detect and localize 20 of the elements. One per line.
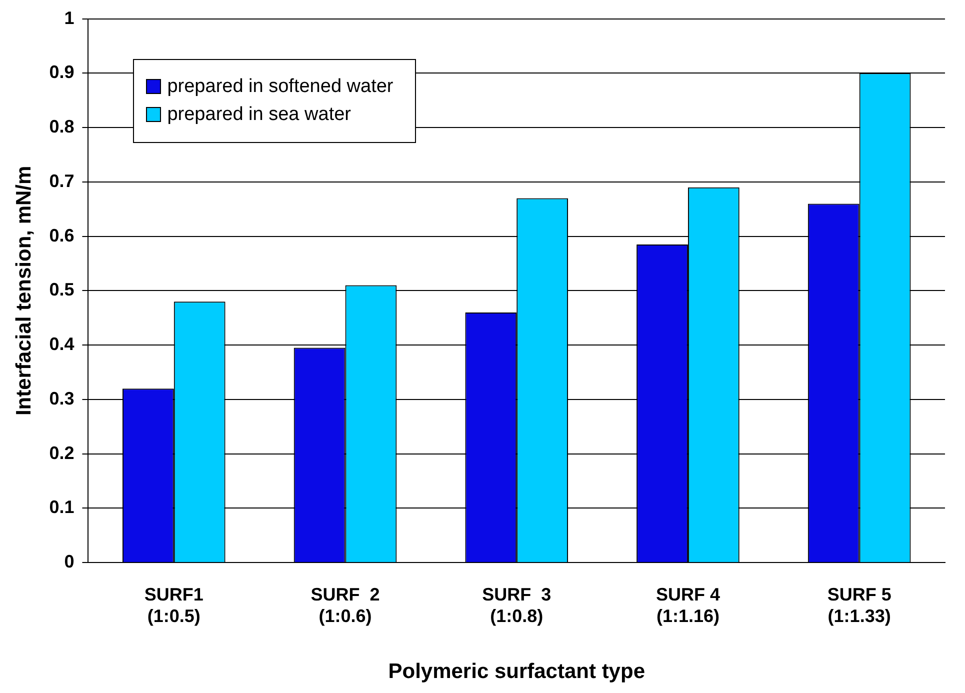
y-axis-title: Interfacial tension, mN/m (12, 166, 36, 416)
y-tick-label: 0.6 (49, 225, 74, 246)
x-axis-title: Polymeric surfactant type (388, 660, 645, 684)
y-tick-label: 0.1 (49, 497, 74, 518)
y-tick-label: 0 (64, 552, 74, 572)
y-tick-label: 0.5 (49, 280, 74, 300)
legend-label: prepared in sea water (167, 104, 351, 126)
x-tick-label: SURF 4 (1:1.16) (656, 584, 720, 626)
y-tick-label: 0.8 (49, 116, 74, 137)
y-tick-label: 0.2 (49, 442, 74, 463)
y-tick-label: 0.3 (49, 388, 74, 408)
y-tick-label: 0.4 (49, 334, 74, 354)
x-tick-label: SURF 2 (1:0.6) (310, 584, 380, 626)
y-tick-label: 0.7 (49, 170, 74, 191)
x-tick-label: SURF 3 (1:0.8) (482, 584, 552, 626)
x-tick-label: SURF 5 (1:1.33) (827, 584, 892, 626)
y-tick-label: 0.9 (49, 62, 74, 82)
y-tick-label: 1 (64, 8, 74, 28)
legend-label: prepared in softened water (167, 76, 394, 98)
x-tick-label: SURF1 (1:0.5) (144, 584, 204, 626)
